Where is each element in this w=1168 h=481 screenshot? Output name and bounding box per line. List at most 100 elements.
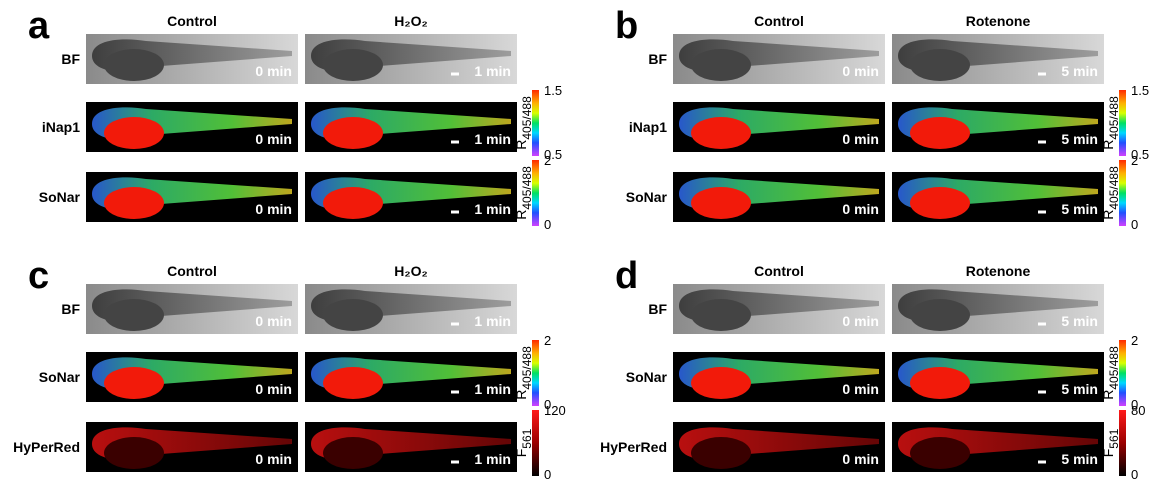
fish-image: 5 min: [892, 34, 1104, 84]
fish-image: 0 min: [86, 284, 298, 334]
colorbar-tick: 0: [544, 217, 551, 232]
colorbar-label: R405/488: [513, 96, 534, 150]
time-label: 0 min: [842, 313, 879, 329]
fish-yolk: [910, 299, 970, 331]
fish-image: 0 min: [673, 172, 885, 222]
fish-yolk: [323, 299, 383, 331]
fish-image: 0 min: [86, 352, 298, 402]
colorbar-tick: 80: [1131, 403, 1145, 418]
row-label: BF: [648, 301, 667, 317]
colorbar-symbol: F: [513, 449, 529, 458]
time-label: 5 min: [1061, 381, 1098, 397]
colorbar-tick: 2: [1131, 333, 1138, 348]
time-label: 5 min: [1061, 451, 1098, 467]
row-label: BF: [61, 301, 80, 317]
fish-yolk: [104, 187, 164, 219]
colorbar: [532, 90, 539, 156]
time-label: 0 min: [842, 451, 879, 467]
colorbar-tick: 0.5: [544, 147, 562, 162]
fish-image: 0 min: [673, 34, 885, 84]
colorbar-label: R405/488: [1100, 96, 1121, 150]
colorbar: [532, 340, 539, 406]
fish-yolk: [691, 299, 751, 331]
panel-letter: b: [615, 5, 638, 47]
fish-yolk: [104, 49, 164, 81]
column-title: Control: [167, 13, 217, 29]
row-label: SoNar: [39, 189, 81, 205]
column-title: Rotenone: [966, 13, 1031, 29]
colorbar-symbol: R: [513, 390, 529, 400]
panel: d Control Rotenone BF 0 min 5 min SoNar 0 min 5 …: [600, 255, 1145, 481]
colorbar-label: F561: [513, 428, 534, 457]
time-label: 1 min: [474, 201, 511, 217]
fish-image: 1 min: [305, 352, 517, 402]
colorbar-tick: 0: [544, 467, 551, 481]
time-label: 1 min: [474, 131, 511, 147]
colorbar: [1119, 340, 1126, 406]
colorbar-symbol: R: [1100, 390, 1116, 400]
time-label: 0 min: [255, 201, 292, 217]
row-label: SoNar: [39, 369, 81, 385]
fish-image: 0 min: [86, 102, 298, 152]
time-label: 0 min: [255, 63, 292, 79]
fish-yolk: [104, 367, 164, 399]
fish-yolk: [910, 49, 970, 81]
colorbar-tick: 2: [544, 153, 551, 168]
row-label: iNap1: [42, 119, 80, 135]
colorbar-symbol: R: [513, 210, 529, 220]
fish-yolk: [691, 187, 751, 219]
colorbar-label: R405/488: [513, 166, 534, 220]
fish-image: 1 min: [305, 172, 517, 222]
colorbar-label: R405/488: [1100, 166, 1121, 220]
fish-image: 1 min: [305, 102, 517, 152]
fish-yolk: [910, 117, 970, 149]
colorbar-subscript: 405/488: [1107, 96, 1121, 140]
colorbar-tick: 0: [1131, 217, 1138, 232]
row-label: SoNar: [626, 189, 668, 205]
fish-yolk: [910, 367, 970, 399]
colorbar: [532, 160, 539, 226]
column-title: Control: [167, 263, 217, 279]
fish-image: 0 min: [86, 422, 298, 472]
colorbar-subscript: 561: [520, 428, 534, 448]
colorbar-tick: 2: [544, 333, 551, 348]
fish-image: 1 min: [305, 284, 517, 334]
time-label: 1 min: [474, 451, 511, 467]
fish-yolk: [691, 117, 751, 149]
colorbar-tick: 0: [1131, 397, 1138, 412]
panel-letter: d: [615, 255, 638, 297]
column-title: H₂O₂: [394, 263, 427, 279]
fish-yolk: [323, 117, 383, 149]
fish-image: 1 min: [305, 422, 517, 472]
time-label: 1 min: [474, 381, 511, 397]
time-label: 0 min: [842, 131, 879, 147]
colorbar-tick: 120: [544, 403, 566, 418]
fish-yolk: [691, 367, 751, 399]
fish-image: 5 min: [892, 102, 1104, 152]
fish-image: 1 min: [305, 34, 517, 84]
time-label: 0 min: [255, 381, 292, 397]
fish-yolk: [323, 187, 383, 219]
colorbar-tick: 1.5: [1131, 83, 1149, 98]
time-label: 0 min: [255, 451, 292, 467]
fish-yolk: [104, 117, 164, 149]
time-label: 5 min: [1061, 63, 1098, 79]
time-label: 5 min: [1061, 313, 1098, 329]
row-label: HyPerRed: [600, 439, 667, 455]
fish-yolk: [691, 437, 751, 469]
colorbar-symbol: R: [513, 140, 529, 150]
colorbar-tick: 1.5: [544, 83, 562, 98]
panel: c Control H₂O₂ BF 0 min 1 min SoNar 0 min 1 min 2…: [13, 255, 566, 481]
colorbar-tick: 2: [1131, 153, 1138, 168]
fish-yolk: [691, 49, 751, 81]
row-label: HyPerRed: [13, 439, 80, 455]
colorbar-label: R405/488: [513, 346, 534, 400]
colorbar-subscript: 405/488: [1107, 346, 1121, 390]
fish-image: 0 min: [673, 422, 885, 472]
colorbar-subscript: 405/488: [520, 96, 534, 140]
colorbar-label: R405/488: [1100, 346, 1121, 400]
fish-yolk: [323, 49, 383, 81]
fish-image: 0 min: [86, 34, 298, 84]
fish-image: 5 min: [892, 284, 1104, 334]
